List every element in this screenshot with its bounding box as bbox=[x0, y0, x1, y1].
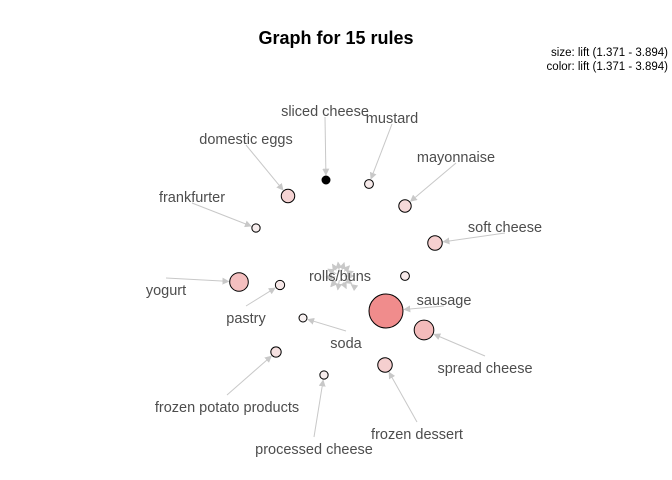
item-label: soft cheese bbox=[468, 220, 542, 236]
rule-node bbox=[270, 346, 282, 358]
item-label: frankfurter bbox=[159, 190, 225, 206]
item-label: frozen dessert bbox=[371, 427, 463, 443]
rule-node bbox=[274, 279, 286, 291]
edge-rule-to-center bbox=[330, 279, 338, 288]
rule-node bbox=[413, 319, 435, 341]
edge-item-to-rule bbox=[442, 232, 506, 245]
edge-rule-to-center bbox=[327, 268, 337, 276]
rule-node bbox=[280, 188, 296, 204]
center-item-label: rolls/buns bbox=[309, 269, 371, 285]
edge-rule-to-center bbox=[335, 280, 343, 291]
item-label: frozen potato products bbox=[155, 400, 299, 416]
rule-node bbox=[427, 235, 443, 251]
item-label: pastry bbox=[226, 311, 266, 327]
edge-item-to-rule bbox=[313, 379, 326, 438]
item-label: yogurt bbox=[146, 283, 186, 299]
item-label: sliced cheese bbox=[281, 104, 369, 120]
rule-node bbox=[364, 179, 374, 189]
edge-rule-to-center bbox=[350, 284, 359, 292]
item-label: spread cheese bbox=[437, 361, 532, 377]
item-label: mayonnaise bbox=[417, 150, 495, 166]
edge-item-to-rule bbox=[307, 317, 347, 332]
edge-item-to-rule bbox=[403, 305, 445, 313]
rule-node bbox=[368, 293, 404, 329]
rule-node bbox=[377, 357, 393, 373]
item-label: domestic eggs bbox=[199, 132, 293, 148]
edge-rule-to-center bbox=[344, 277, 353, 284]
edge-item-to-rule bbox=[245, 287, 276, 307]
edge-rule-to-center bbox=[331, 263, 339, 272]
edge-item-to-rule bbox=[165, 277, 230, 285]
legend-color: color: lift (1.371 - 3.894) bbox=[546, 61, 668, 73]
rule-node bbox=[251, 223, 261, 233]
rule-node bbox=[319, 370, 329, 380]
rule-node bbox=[321, 175, 331, 185]
legend: size: lift (1.371 - 3.894) color: lift (… bbox=[547, 46, 668, 74]
rule-node bbox=[398, 199, 412, 213]
edge-item-to-rule bbox=[433, 333, 486, 357]
edge-item-to-rule bbox=[226, 355, 272, 396]
edge-rule-to-center bbox=[325, 273, 336, 281]
edge-item-to-rule bbox=[245, 144, 284, 191]
graph-title: Graph for 15 rules bbox=[258, 28, 414, 48]
edge-item-to-rule bbox=[409, 162, 457, 202]
rule-node bbox=[400, 271, 410, 281]
item-label: sausage bbox=[417, 293, 472, 309]
item-label: mustard bbox=[366, 111, 418, 127]
edge-item-to-rule bbox=[191, 202, 252, 228]
edge-rule-to-center bbox=[340, 281, 347, 290]
item-label: processed cheese bbox=[255, 442, 373, 458]
legend-size: size: lift (1.371 - 3.894) bbox=[551, 47, 668, 59]
edge-item-to-rule bbox=[388, 371, 418, 423]
item-label: soda bbox=[330, 336, 362, 352]
rule-node bbox=[229, 272, 249, 292]
rule-node bbox=[298, 313, 308, 323]
edge-item-to-rule bbox=[369, 123, 393, 180]
edge-rule-to-center bbox=[342, 265, 351, 273]
edge-item-to-rule bbox=[322, 116, 330, 176]
